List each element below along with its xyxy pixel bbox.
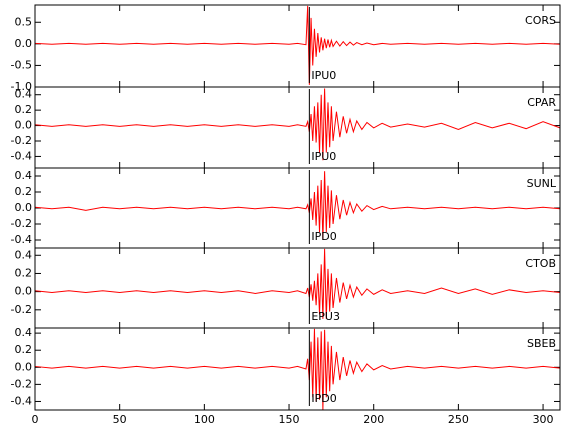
y-tick-label: 0.0 xyxy=(15,37,33,50)
station-label: CTOB xyxy=(525,257,556,270)
y-tick-label: 0.2 xyxy=(15,343,33,356)
pick-label: IPD0 xyxy=(311,230,336,243)
trace xyxy=(34,171,561,241)
station-label: SUNL xyxy=(527,177,557,190)
x-tick-label: 0 xyxy=(32,413,39,426)
trace xyxy=(34,328,561,411)
pick-label: IPD0 xyxy=(311,392,336,405)
x-tick-label: 50 xyxy=(113,413,127,426)
panel-frame xyxy=(34,4,561,88)
station-label: CORS xyxy=(525,14,556,27)
x-tick-label: 250 xyxy=(448,413,469,426)
pick-label: IPU0 xyxy=(311,150,336,163)
y-tick-label: 0.0 xyxy=(15,360,33,373)
y-tick-label: 0.0 xyxy=(15,201,33,214)
trace xyxy=(34,248,561,319)
y-tick-label: -1.0 xyxy=(11,80,32,93)
panel-frame xyxy=(34,247,561,329)
station-label: SBEB xyxy=(527,337,556,350)
x-tick-label: 200 xyxy=(363,413,384,426)
pick-label: EPU3 xyxy=(311,310,340,323)
y-tick-label: -0.2 xyxy=(11,377,32,390)
station-label: CPAR xyxy=(527,96,556,109)
y-tick-label: -0.2 xyxy=(11,134,32,147)
x-tick-label: 300 xyxy=(533,413,554,426)
y-tick-label: 0.2 xyxy=(15,103,33,116)
y-tick-label: -0.2 xyxy=(11,303,32,316)
y-tick-label: -0.4 xyxy=(11,149,32,162)
y-tick-label: 0.4 xyxy=(15,326,33,339)
y-tick-label: -0.4 xyxy=(11,394,32,407)
pick-label: IPU0 xyxy=(311,69,336,82)
y-tick-label: 0.4 xyxy=(15,169,33,182)
panel-frame xyxy=(34,86,561,169)
y-tick-label: 0.0 xyxy=(15,285,33,298)
y-tick-label: -0.5 xyxy=(11,58,32,71)
y-tick-label: -0.2 xyxy=(11,217,32,230)
y-tick-label: 0.2 xyxy=(15,185,33,198)
y-tick-label: 0.0 xyxy=(15,119,33,132)
panel-frame xyxy=(34,327,561,411)
y-tick-label: -0.4 xyxy=(11,233,32,246)
trace xyxy=(34,88,561,161)
y-tick-label: 0.5 xyxy=(15,15,33,28)
x-tick-label: 100 xyxy=(194,413,215,426)
y-tick-label: 0.4 xyxy=(15,248,33,261)
trace xyxy=(34,5,561,85)
y-tick-label: 0.2 xyxy=(15,266,33,279)
y-tick-label: 0.4 xyxy=(15,88,33,101)
x-tick-label: 150 xyxy=(279,413,300,426)
